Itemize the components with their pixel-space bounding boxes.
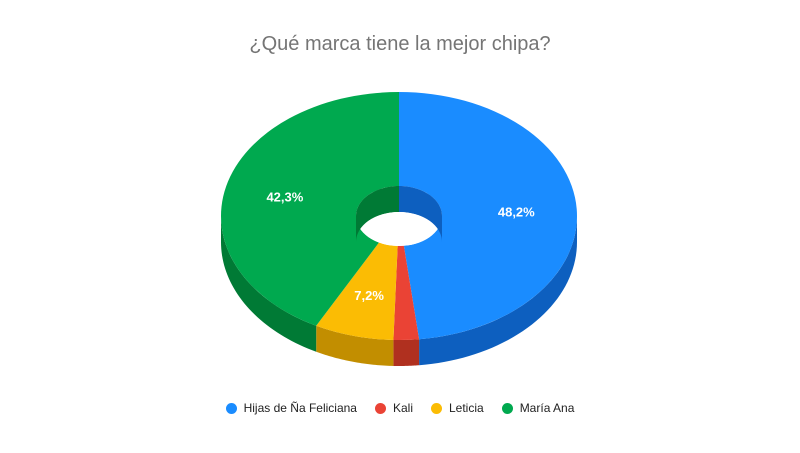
data-label-hijas-de-na-feliciana: 48,2%	[498, 204, 535, 219]
pie-slices	[221, 92, 577, 340]
pie-side-leticia	[316, 325, 394, 366]
pie-slice-maria-ana	[221, 92, 399, 326]
pie-side-maria-ana	[221, 216, 317, 352]
legend-marker	[225, 402, 237, 414]
pie-slice-hijas-de-na-feliciana	[399, 92, 577, 340]
pie-side-hijas-de-na-feliciana	[419, 216, 577, 366]
pie-side-kali	[393, 339, 420, 366]
legend-label: Hijas de Ña Feliciana	[243, 401, 357, 415]
pie-hole-wall-hijas-de-na-feliciana	[399, 186, 442, 242]
pie-side-walls	[221, 216, 577, 366]
legend-item-leticia[interactable]: Leticia	[431, 401, 484, 415]
legend-label: María Ana	[519, 401, 575, 415]
legend-item-hijas-de-na-feliciana[interactable]: Hijas de Ña Feliciana	[225, 401, 357, 415]
pie-hole-opening	[356, 212, 442, 246]
legend-label: Kali	[392, 401, 413, 415]
chart-title: ¿Qué marca tiene la mejor chipa?	[249, 33, 551, 55]
legend-marker	[431, 402, 442, 414]
pie-slice-leticia	[316, 242, 398, 340]
legend-item-maria-ana[interactable]: María Ana	[501, 401, 575, 415]
pie-hole	[356, 186, 442, 246]
legend: Hijas de Ña Feliciana Kali Leticia María An…	[0, 401, 800, 415]
pie-labels: 48,2% 7,2% 42,3%	[266, 189, 535, 303]
pie-hole-wall-maria-ana	[356, 186, 399, 242]
pie-slice-kali	[393, 245, 420, 340]
data-label-maria-ana: 42,3%	[266, 189, 303, 204]
legend-label: Leticia	[449, 401, 484, 415]
legend-item-kali[interactable]: Kali	[374, 401, 413, 415]
data-label-leticia: 7,2%	[354, 288, 384, 303]
legend-marker	[374, 402, 386, 414]
legend-marker	[501, 402, 513, 414]
